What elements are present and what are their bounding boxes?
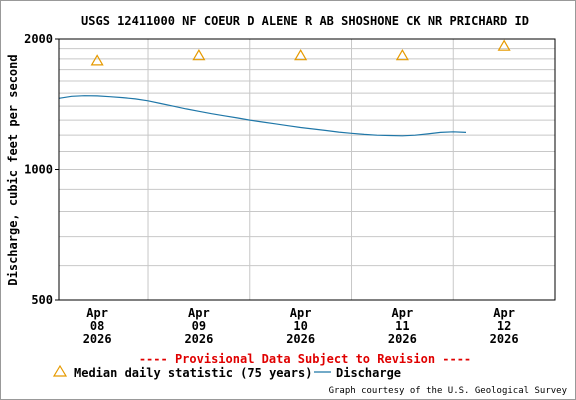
x-tick-label: 2026 [184, 332, 213, 346]
x-tick-label: Apr [188, 306, 210, 320]
series-layer [58, 95, 467, 137]
legend-discharge-label: Discharge [336, 366, 401, 380]
legend-triangle-icon [52, 364, 68, 377]
x-tick-label: 2026 [490, 332, 519, 346]
y-axis-ticks: 500 1000 2000 [24, 32, 59, 307]
x-tick-label: 08 [90, 319, 104, 333]
x-tick-label: 10 [293, 319, 307, 333]
x-tick-label: 12 [497, 319, 511, 333]
x-tick-label: 2026 [286, 332, 315, 346]
x-tick-label: Apr [86, 306, 108, 320]
median-marker [90, 54, 104, 66]
median-markers [90, 39, 511, 66]
x-tick-label: 2026 [83, 332, 112, 346]
provisional-notice: ---- Provisional Data Subject to Revisio… [139, 352, 471, 366]
x-tick-label: 11 [395, 319, 409, 333]
median-marker [395, 49, 409, 61]
y-tick-label: 2000 [24, 32, 53, 46]
x-axis-ticks: Apr082026Apr092026Apr102026Apr112026Apr1… [83, 306, 519, 346]
legend-median-label: Median daily statistic (75 years) [74, 366, 312, 380]
legend: Median daily statistic (75 years) Discha… [52, 364, 401, 380]
x-tick-label: Apr [493, 306, 515, 320]
y-axis-label: Discharge, cubic feet per second [6, 54, 20, 285]
grid [59, 39, 555, 300]
x-tick-label: Apr [290, 306, 312, 320]
median-marker [294, 49, 308, 61]
median-marker [497, 39, 511, 51]
y-tick-label: 500 [31, 293, 53, 307]
x-tick-label: 09 [192, 319, 206, 333]
chart-title: USGS 12411000 NF COEUR D ALENE R AB SHOS… [81, 14, 529, 28]
x-tick-label: Apr [392, 306, 414, 320]
series-line-discharge [58, 95, 467, 137]
courtesy-note: Graph courtesy of the U.S. Geological Su… [329, 386, 568, 396]
x-tick-label: 2026 [388, 332, 417, 346]
y-tick-label: 1000 [24, 163, 53, 177]
median-marker [192, 49, 206, 61]
